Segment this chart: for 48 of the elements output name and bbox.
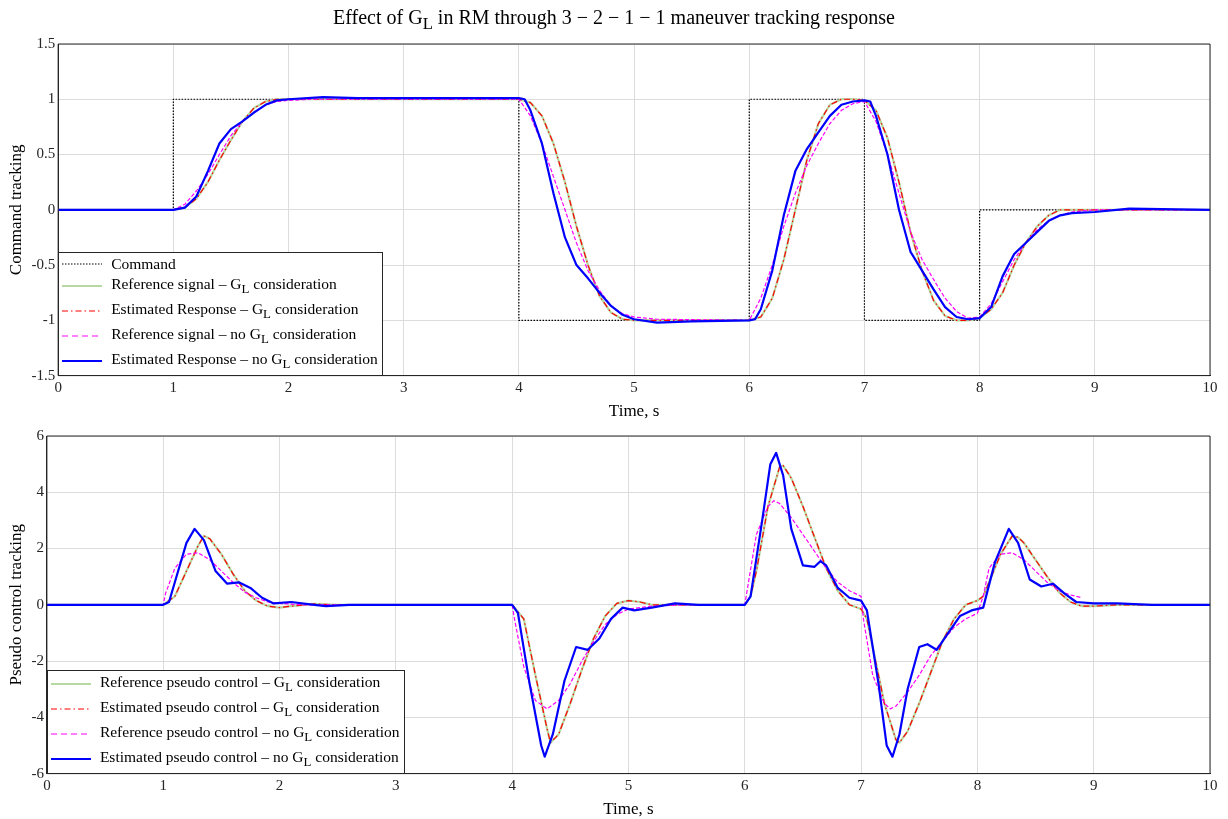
legend-label: Estimated pseudo control – G$_{L}$ consideration [99,696,380,721]
y-tick-label: -1.5 [31,366,56,383]
x-tick-label: 4 [508,776,517,793]
x-tick-label: 8 [973,776,982,793]
x-tick-label: 6 [741,776,750,793]
y-tick-label: -1 [42,311,56,328]
y-tick-label: 4 [36,483,45,500]
x-tick-label: 4 [515,378,524,395]
y-axis-title: Pseudo control tracking [5,523,25,686]
y-tick-label: 6 [36,426,45,443]
legend-label: Estimated Response – no G$_{L}$ consideration [111,348,378,373]
legend-label: Reference pseudo control – G$_{L}$ consideration [99,671,381,696]
legend-label: Reference pseudo control – no G$_{L}$ consideration [99,721,400,746]
legend-label: Reference signal – G$_{L}$ consideration [111,273,337,298]
x-tick-label: 2 [275,776,284,793]
y-tick-label: 0 [36,595,44,612]
x-tick-label: 2 [284,378,293,395]
x-tick-label: 6 [745,378,754,395]
x-tick-label: 5 [630,378,638,395]
y-tick-label: 1 [47,90,56,107]
x-axis-title: Time, s [608,401,660,421]
x-tick-label: 1 [159,776,167,793]
y-tick-label: -6 [31,764,45,781]
x-tick-label: 7 [860,378,869,395]
y-tick-label: -2 [31,652,44,668]
x-tick-label: 10 [1202,776,1218,793]
x-tick-label: 3 [392,776,400,793]
chart-title: Effect of G$_{L}$ in RM through 3 − 2 − 1 − 1 maneuver tracking response [332,5,896,33]
x-tick-label: 7 [857,776,866,793]
y-tick-label: -0.5 [31,256,56,272]
legend-label: Command [111,253,176,274]
y-tick-label: 1.5 [36,34,56,51]
y-tick-label: -4 [31,708,45,725]
x-tick-label: 10 [1202,378,1218,395]
x-tick-label: 9 [1091,378,1099,395]
legend-label: Estimated Response – G$_{L}$ consideration [111,298,359,323]
x-tick-label: 3 [399,378,408,395]
y-tick-label: 2 [36,539,44,556]
x-tick-label: 5 [624,776,633,793]
x-axis-title: Time, s [603,799,654,819]
y-tick-label: 0.5 [36,145,56,162]
x-tick-label: 9 [1089,776,1098,793]
x-tick-label: 8 [975,378,984,395]
y-axis-title: Command tracking [5,143,25,276]
legend-label: Reference signal – no G$_{L}$ consideration [111,323,357,348]
y-tick-label: 0 [47,200,56,217]
x-tick-label: 1 [169,378,178,395]
legend-label: Estimated pseudo control – no G$_{L}$ consideration [99,746,399,771]
